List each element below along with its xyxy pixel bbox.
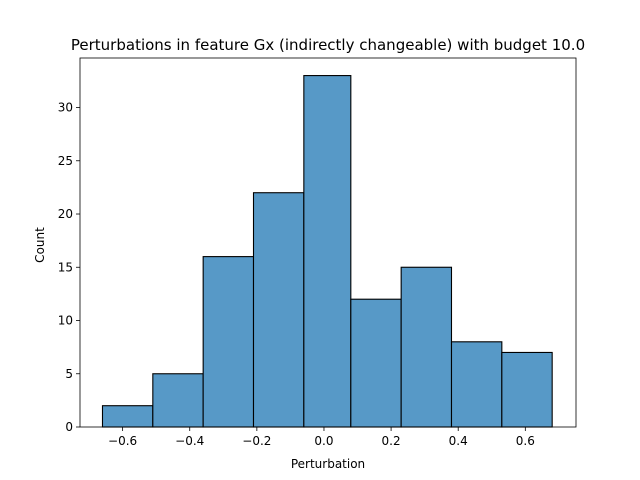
histogram-bar (152, 373, 204, 428)
y-axis-ticks: 0 5 10 15 20 25 30 (58, 101, 80, 434)
plot-frame (79, 57, 577, 428)
histogram-bar (400, 266, 453, 428)
y-tick-label: 20 (58, 207, 73, 221)
histogram-bar (303, 75, 352, 428)
y-tick-label: 0 (65, 420, 73, 434)
x-axis-label: Perturbation (291, 457, 365, 471)
x-tick-label: 0.2 (382, 434, 401, 448)
histogram-bar (101, 405, 154, 428)
histogram-bar (350, 298, 402, 428)
x-tick-label: −0.2 (242, 434, 271, 448)
y-tick-label: 5 (65, 367, 73, 381)
chart-title: Perturbations in feature Gx (indirectly … (71, 36, 585, 54)
y-tick-label: 30 (58, 101, 73, 115)
x-tick-label: −0.4 (175, 434, 204, 448)
histogram-bar (450, 341, 503, 428)
y-tick-label: 15 (58, 260, 73, 274)
x-tick-label: 0.6 (516, 434, 535, 448)
x-tick-label: 0.4 (449, 434, 468, 448)
y-tick-label: 10 (58, 314, 73, 328)
histogram-bar (252, 192, 305, 428)
bars-group (101, 75, 553, 428)
x-axis-ticks: −0.6 −0.4 −0.2 0.0 0.2 0.4 0.6 (108, 427, 535, 448)
histogram-bar (501, 351, 553, 428)
y-tick-label: 25 (58, 154, 73, 168)
y-axis-label: Count (33, 227, 47, 263)
x-tick-label: 0.0 (314, 434, 333, 448)
histogram-bar (202, 256, 255, 428)
x-tick-label: −0.6 (108, 434, 137, 448)
